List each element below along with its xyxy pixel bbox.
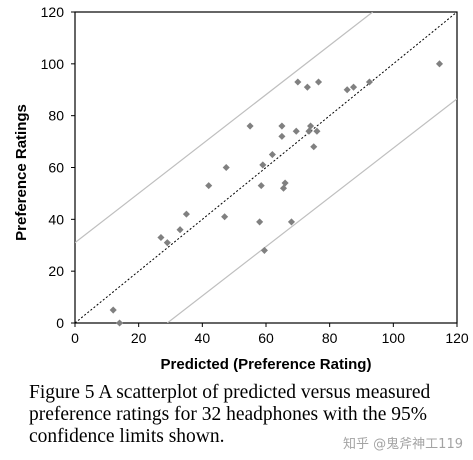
x-tick-label: 100 <box>382 330 406 346</box>
data-point <box>287 218 296 226</box>
data-point <box>260 246 268 254</box>
y-tick-label: 40 <box>48 211 64 227</box>
scatter-chart: 0 20 40 60 80 100 120 0 20 40 60 80 100 120 Predicte… <box>13 4 469 373</box>
x-tick-label: 40 <box>195 330 211 346</box>
data-point <box>307 122 315 130</box>
y-tick-label: 80 <box>48 108 64 124</box>
data-point <box>281 179 289 187</box>
y-tick-label: 120 <box>41 4 65 20</box>
data-point <box>109 306 117 314</box>
y-axis-ticks: 0 20 40 60 80 100 120 <box>41 4 75 331</box>
reference-lines <box>75 12 457 323</box>
identity-line <box>75 12 457 323</box>
x-axis-title: Predicted (Preference Rating) <box>161 356 372 373</box>
data-point <box>303 83 311 91</box>
x-tick-label: 120 <box>445 330 469 346</box>
x-tick-label: 0 <box>71 330 79 346</box>
data-point <box>350 83 358 91</box>
data-point <box>163 239 171 247</box>
data-point <box>278 122 286 130</box>
data-point <box>222 163 230 172</box>
data-point <box>205 182 213 190</box>
x-axis-ticks: 0 20 40 60 80 100 120 <box>71 323 469 346</box>
watermark: 知乎 @鬼斧神工119 <box>343 437 463 452</box>
data-point <box>278 132 286 140</box>
y-axis-title: Preference Ratings <box>13 104 30 241</box>
data-point <box>268 151 276 159</box>
upper-95-line <box>75 12 374 244</box>
data-point <box>314 78 323 86</box>
data-point <box>294 78 302 86</box>
figure-caption: Figure 5 A scatterplot of predicted vers… <box>29 382 431 447</box>
data-point <box>221 213 229 221</box>
data-point <box>310 143 318 151</box>
x-tick-label: 20 <box>131 330 147 346</box>
lower-95-line <box>166 98 457 323</box>
data-point <box>246 122 254 130</box>
data-point <box>259 161 267 169</box>
y-tick-label: 20 <box>48 263 64 279</box>
data-point <box>157 233 165 242</box>
y-tick-label: 0 <box>56 315 64 331</box>
data-point <box>435 60 444 68</box>
y-tick-label: 100 <box>41 56 65 72</box>
data-point <box>365 78 373 86</box>
data-point <box>313 127 321 135</box>
data-point <box>256 218 264 226</box>
data-point <box>305 127 313 135</box>
x-tick-label: 60 <box>258 330 274 346</box>
data-point <box>176 226 184 234</box>
y-tick-label: 60 <box>48 160 64 176</box>
data-point <box>257 182 265 190</box>
data-points <box>109 60 444 327</box>
data-point <box>343 86 351 94</box>
data-point <box>182 210 190 218</box>
x-tick-label: 80 <box>322 330 338 346</box>
data-point <box>279 184 288 192</box>
data-point <box>292 127 300 135</box>
data-point <box>116 319 124 327</box>
